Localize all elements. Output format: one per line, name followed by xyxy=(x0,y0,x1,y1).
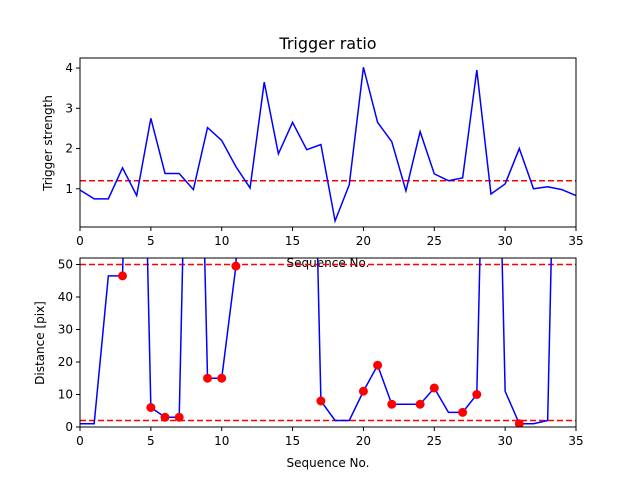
bottom-data-point xyxy=(146,403,156,412)
bottom-data-point xyxy=(174,412,184,422)
bottom-data-point xyxy=(429,383,439,393)
bottom-data-point xyxy=(316,396,326,406)
top-x-tick-label: 10 xyxy=(214,234,229,248)
top-y-axis-label: Trigger strength xyxy=(41,95,55,192)
top-x-tick-label: 35 xyxy=(568,234,583,248)
bottom-data-point xyxy=(458,407,468,417)
bottom-data-point xyxy=(358,386,368,396)
top-series-area xyxy=(80,67,576,224)
bottom-data-point xyxy=(472,390,482,399)
bottom-x-tick-label: 35 xyxy=(568,434,583,448)
bottom-data-point xyxy=(387,399,397,409)
top-x-tick-label: 25 xyxy=(427,234,442,248)
chart-title: Trigger ratio xyxy=(278,34,376,53)
bottom-data-point xyxy=(203,373,213,383)
top-y-tick-label: 4 xyxy=(65,61,73,75)
top-plot-area: 0 5 10 15 20 25 30 35 1 2 3 4 xyxy=(65,57,584,248)
bottom-y-tick-label: 0 xyxy=(65,420,73,434)
bottom-data-point xyxy=(514,419,524,427)
bottom-data-point xyxy=(160,412,170,422)
top-x-tick-label: 30 xyxy=(498,234,513,248)
top-series-line xyxy=(80,67,576,224)
bottom-data-point xyxy=(231,261,241,271)
bottom-y-tick-label: 40 xyxy=(58,290,73,304)
top-y-tick-label: 2 xyxy=(65,142,73,156)
bottom-series-line xyxy=(80,258,552,425)
bottom-data-point xyxy=(118,271,128,281)
top-x-axis-label: Sequence No. xyxy=(287,256,370,270)
bottom-y-tick-label: 10 xyxy=(58,388,73,402)
bottom-x-tick-label: 15 xyxy=(285,434,300,448)
bottom-x-axis-label: Sequence No. xyxy=(287,456,370,470)
bottom-plot-area: 0 5 10 15 20 25 30 35 0 10 20 30 40 50 xyxy=(58,257,584,448)
bottom-y-tick-label: 30 xyxy=(58,323,73,337)
bottom-y-tick-label: 20 xyxy=(58,355,73,369)
bottom-data-point xyxy=(415,399,425,409)
top-y-tick-label: 1 xyxy=(65,182,73,196)
bottom-y-tick-label: 50 xyxy=(58,258,73,272)
bottom-series-area xyxy=(80,258,576,427)
bottom-axes-frame xyxy=(79,257,577,428)
bottom-y-axis-label: Distance [pix] xyxy=(33,301,47,385)
top-x-tick-label: 15 xyxy=(285,234,300,248)
top-y-tick-label: 3 xyxy=(65,101,73,115)
top-axes-frame xyxy=(79,57,577,228)
top-x-tick-label: 5 xyxy=(147,234,155,248)
bottom-data-point xyxy=(373,360,383,370)
top-x-tick-label: 0 xyxy=(76,234,84,248)
bottom-x-tick-label: 20 xyxy=(356,434,371,448)
bottom-x-tick-label: 5 xyxy=(147,434,155,448)
bottom-x-tick-label: 0 xyxy=(76,434,84,448)
bottom-data-point xyxy=(217,373,227,383)
bottom-x-tick-label: 10 xyxy=(214,434,229,448)
bottom-x-tick-label: 30 xyxy=(498,434,513,448)
bottom-x-tick-label: 25 xyxy=(427,434,442,448)
top-x-tick-label: 20 xyxy=(356,234,371,248)
